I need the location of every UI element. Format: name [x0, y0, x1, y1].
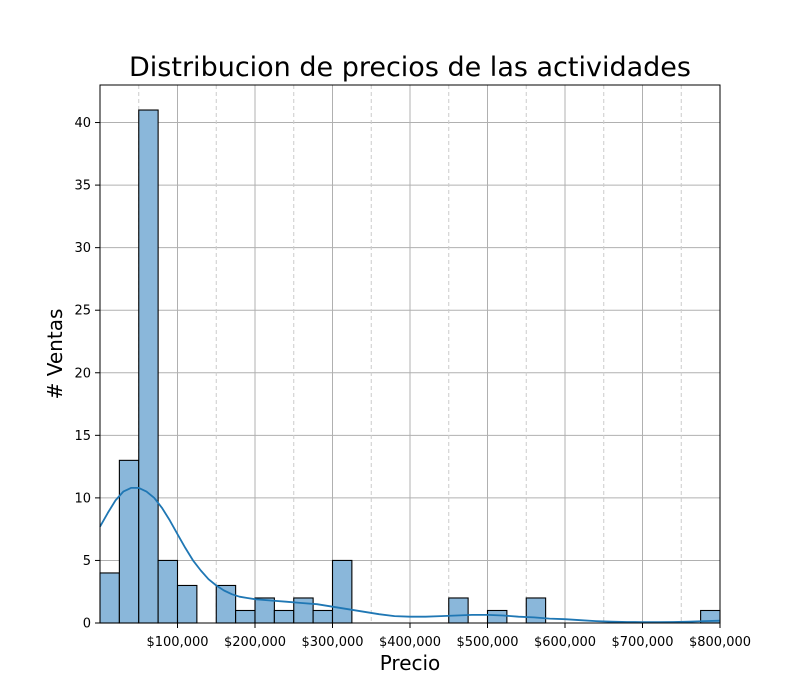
- y-tick-label: 40: [74, 116, 91, 131]
- histogram-bar: [486, 609, 508, 624]
- histogram-bar: [118, 459, 140, 624]
- histogram-bar: [235, 609, 256, 624]
- y-tick-label: 0: [83, 617, 91, 632]
- histogram-bar: [273, 609, 295, 624]
- ticks-layer: 0 5 10 15 20 25 30 35 40 $100,000 $200,000 $300,000…: [74, 116, 751, 650]
- bar-layer: [99, 109, 721, 624]
- x-tick-label: $800,000: [689, 635, 751, 650]
- grid-layer: [100, 85, 721, 624]
- histogram-bar: [138, 109, 159, 624]
- y-tick-label: 25: [74, 304, 91, 319]
- y-tick-label: 20: [74, 366, 91, 381]
- y-tick-label: 35: [74, 179, 91, 194]
- histogram-bar: [312, 609, 334, 624]
- x-tick-label: $600,000: [534, 635, 596, 650]
- x-tick-label: $400,000: [379, 635, 441, 650]
- x-tick-label: $200,000: [224, 635, 286, 650]
- x-axis-label: Precio: [380, 651, 441, 675]
- histogram-bar: [525, 597, 547, 624]
- y-tick-label: 5: [83, 554, 91, 569]
- histogram-bar: [254, 597, 275, 624]
- kde-layer: [99, 486, 721, 623]
- histogram-bar: [99, 572, 120, 624]
- histogram-bar: [176, 584, 198, 624]
- y-tick-label: 30: [74, 241, 91, 256]
- x-tick-label: $700,000: [611, 635, 673, 650]
- x-tick-label: $500,000: [456, 635, 518, 650]
- histogram-bar: [157, 559, 179, 624]
- x-tick-label: $100,000: [146, 635, 208, 650]
- histogram-bar: [331, 559, 353, 624]
- y-tick-label: 10: [74, 491, 91, 506]
- x-tick-label: $300,000: [301, 635, 363, 650]
- chart-title: Distribucion de precios de las actividad…: [129, 52, 691, 83]
- kde-line: [99, 486, 721, 623]
- y-tick-label: 15: [74, 429, 91, 444]
- histogram-bar: [448, 597, 469, 624]
- y-axis-label: # Ventas: [43, 309, 67, 400]
